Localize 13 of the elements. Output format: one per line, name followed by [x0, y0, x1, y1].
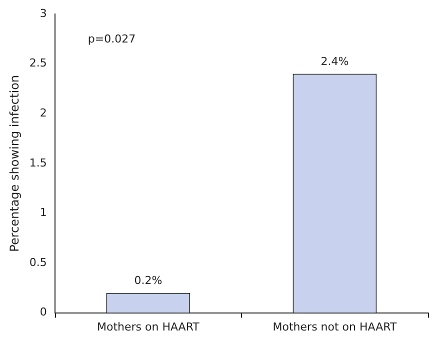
y-tick-label: 0.5 [29, 256, 47, 269]
y-tick-label: 3 [40, 6, 47, 20]
data-label: 2.4% [320, 55, 349, 68]
y-tick-label: 1 [40, 206, 47, 220]
data-label: 0.2% [134, 274, 162, 288]
x-tick-label: Mothers not on HAART [272, 320, 397, 334]
y-axis-title: Percentage showing infection [7, 74, 22, 252]
y-tick-label: 1.5 [29, 156, 47, 170]
y-tick-label: 2 [40, 106, 47, 120]
annotation: p=0.027 [88, 32, 136, 46]
y-tick-label: 2.5 [29, 56, 47, 70]
y-tick-label: 0 [40, 306, 47, 319]
x-tick-label: Mothers on HAART [96, 320, 200, 334]
